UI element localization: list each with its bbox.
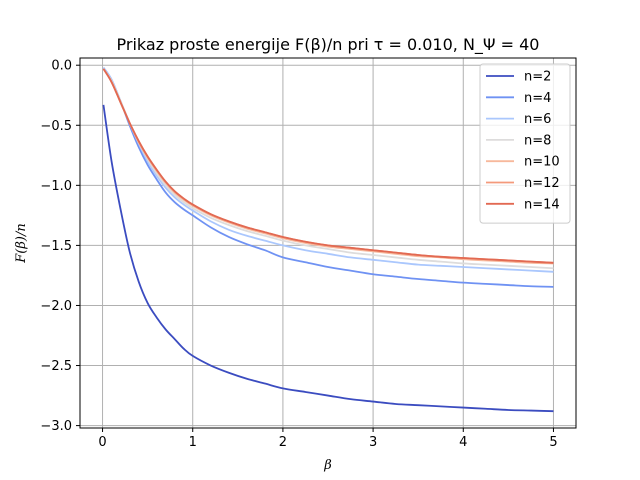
series-line-n-2 (102, 104, 554, 413)
y-tick-label: −3.0 (40, 419, 72, 434)
y-tick-label: −2.0 (40, 299, 72, 314)
legend-label: n=8 (524, 133, 551, 148)
legend-label: n=2 (524, 70, 551, 85)
y-tick-label: 0.0 (51, 59, 72, 74)
legend-label: n=4 (524, 91, 551, 106)
y-axis-label: F(β)/n (14, 223, 29, 263)
x-tick-label: 5 (549, 435, 557, 450)
x-tick-label: 4 (459, 435, 467, 450)
series-lines (102, 67, 554, 413)
x-axis-label: β (323, 458, 332, 473)
x-tick-label: 2 (279, 435, 287, 450)
x-tick-label: 0 (98, 435, 106, 450)
legend: n=2 n=4 n=6 n=8 n=10 n=12 n=14 (479, 63, 571, 224)
y-tick-label: −1.5 (40, 239, 72, 254)
plot-frame (79, 57, 577, 429)
x-tick-label: 3 (369, 435, 377, 450)
chart-title: Prikaz proste energije F(β)/n pri τ = 0.… (117, 35, 540, 55)
legend-label: n=10 (524, 155, 560, 170)
x-axis: 0 1 2 3 4 5 (98, 428, 558, 450)
series-line-n-14 (102, 68, 554, 264)
y-tick-label: −1.0 (40, 179, 72, 194)
legend-label: n=6 (524, 112, 551, 127)
series-line-n-4 (102, 67, 554, 288)
legend-label: n=14 (524, 197, 560, 212)
y-tick-label: −0.5 (40, 119, 72, 134)
x-tick-label: 1 (189, 435, 197, 450)
legend-label: n=12 (524, 176, 560, 191)
y-axis: 0.0 −0.5 −1.0 −1.5 −2.0 −2.5 −3.0 (40, 59, 80, 434)
y-tick-label: −2.5 (40, 359, 72, 374)
